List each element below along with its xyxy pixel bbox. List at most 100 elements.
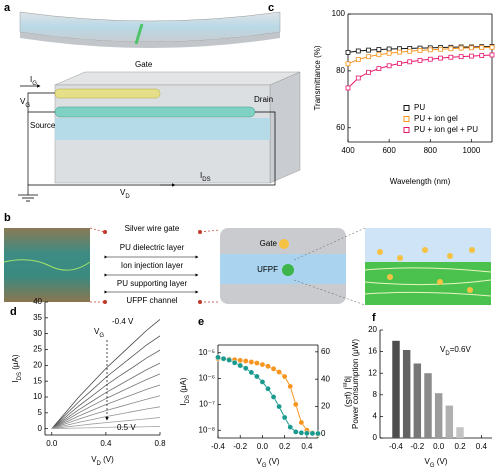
point: [237, 357, 244, 364]
point: [281, 414, 288, 421]
drain-label: Drain: [254, 95, 273, 104]
bar: [402, 349, 411, 438]
point: [386, 63, 392, 69]
point: [489, 44, 495, 50]
bar: [413, 363, 422, 438]
point: [376, 47, 382, 52]
panel-b-diagram: Silver wire gate PU dielectric layer Ion…: [3, 224, 492, 306]
annotation-sub: D: [445, 351, 450, 357]
y-tick-label: 12: [368, 368, 377, 377]
ids-label: IDS: [200, 171, 211, 182]
y2-tick-label: 20: [321, 402, 330, 411]
point: [259, 379, 266, 385]
vg-sub: G: [25, 103, 30, 109]
y2-tick-label: 0: [321, 429, 326, 438]
x-tick-label: 0.4: [100, 439, 112, 448]
y-axis-label: IDS (μA): [179, 377, 190, 405]
series-line: [51, 395, 161, 430]
point: [427, 47, 433, 53]
annotation-unit: =0.6V: [450, 345, 472, 354]
panel-label: b: [4, 212, 11, 224]
vg-main: V: [20, 97, 26, 106]
y-axis-label: Power consumption (μW): [351, 339, 360, 429]
point: [345, 50, 351, 55]
point: [438, 46, 443, 52]
x-tick-label: 0.0: [46, 439, 58, 448]
y-tick-label: 0: [373, 433, 378, 442]
point: [355, 48, 361, 54]
y-tick-label: 10: [33, 392, 42, 401]
annotation: VG: [94, 327, 104, 338]
y2-tick-label: 60: [321, 347, 330, 356]
x-axis-label-sub: G: [430, 463, 435, 469]
y-tick-label: 20: [33, 360, 42, 369]
point: [489, 52, 495, 58]
point: [226, 357, 232, 363]
annotation: 0.5 V: [117, 423, 136, 432]
series-line: [51, 406, 161, 430]
x-tick-label: 0.0: [257, 442, 269, 451]
point: [237, 362, 244, 369]
y-axis-label-unit: (μA): [11, 354, 20, 372]
point: [248, 359, 255, 365]
point: [259, 361, 266, 368]
annotation: -0.4 V: [112, 317, 134, 326]
y-axis-label: IDS (μA): [11, 354, 22, 382]
y-tick-label: 20: [368, 325, 377, 334]
legend-label: PU + ion gel + PU: [414, 125, 478, 134]
point: [417, 57, 423, 63]
panel-a-diagram: Gate IG VG Source Drain IDS VD: [18, 11, 301, 202]
x-tick-label: 0.2: [454, 442, 466, 451]
y-tick-label: 10⁻⁶: [199, 374, 215, 383]
x-tick-label: -0.2: [233, 442, 247, 451]
y2-axis-label: |gm| (μS): [341, 376, 352, 407]
x-axis-label-unit: (V): [435, 457, 448, 466]
x-tick-label: 600: [382, 146, 396, 155]
point: [366, 54, 371, 60]
legend-marker: [403, 127, 410, 133]
point: [366, 47, 371, 53]
ids-sub: DS: [202, 177, 210, 183]
panel-label: f: [372, 312, 376, 324]
y-tick-label: 60: [336, 123, 345, 132]
series-line: [51, 335, 161, 429]
ufpf-label: UFPF: [257, 265, 278, 274]
y2-axis-label-unit: | (μS): [344, 387, 353, 407]
vd-sub: D: [125, 194, 130, 200]
x-axis-label-unit: (V): [267, 457, 280, 466]
point: [469, 45, 474, 51]
x-tick-label: 0.8: [154, 439, 166, 448]
y-axis-label-sub: DS: [185, 395, 191, 403]
point: [438, 55, 443, 61]
point: [292, 429, 299, 435]
x-tick-label: -0.4: [389, 442, 403, 451]
gate-label: Gate: [135, 60, 153, 69]
point: [254, 373, 260, 380]
point: [298, 430, 305, 436]
point: [248, 369, 255, 376]
ig-main: I: [30, 75, 32, 84]
point: [298, 419, 305, 426]
bar: [392, 340, 400, 438]
ig-label: IG: [30, 75, 37, 86]
y-axis-label-sub: DS: [17, 372, 23, 380]
point: [242, 365, 249, 372]
layer-label: PU supporting layer: [117, 279, 188, 288]
point: [407, 59, 413, 65]
point: [427, 56, 433, 62]
bar: [434, 393, 443, 438]
annotation: VD=0.6V: [440, 345, 471, 356]
y-tick-label: 100: [332, 9, 346, 18]
vd-main: V: [120, 188, 126, 197]
layer-label: Silver wire gate: [125, 224, 180, 233]
point: [469, 53, 474, 59]
layer-label: Ion injection layer: [121, 261, 184, 270]
bar: [424, 373, 432, 438]
y-tick-label: 15: [33, 376, 42, 385]
gate-label: Gate: [260, 239, 278, 248]
y-tick-label: 4: [373, 412, 378, 421]
bar: [445, 405, 454, 438]
y-tick-label: 10⁻⁷: [199, 400, 215, 409]
annotation-main: V: [440, 345, 446, 354]
point: [345, 61, 351, 67]
